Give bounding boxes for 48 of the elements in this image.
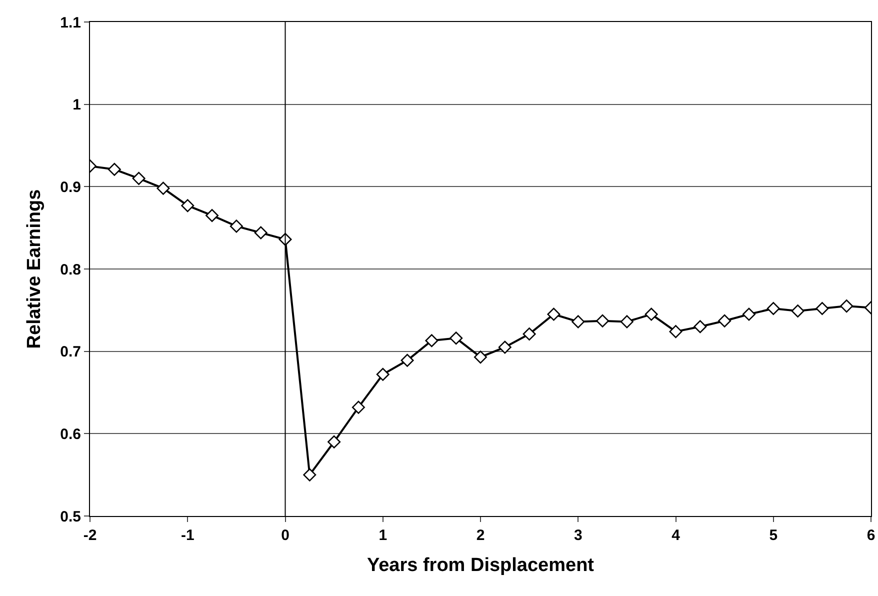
y-tick-label: 0.7 bbox=[60, 344, 81, 361]
point bbox=[181, 199, 194, 212]
y-tick-label: 0.6 bbox=[60, 426, 81, 443]
point bbox=[303, 468, 316, 482]
x-tick-label: -2 bbox=[83, 527, 97, 544]
point bbox=[254, 226, 268, 240]
point bbox=[596, 314, 610, 328]
x-tick-label: 6 bbox=[866, 527, 876, 544]
x-tick-label: 5 bbox=[769, 527, 778, 544]
y-tick-label: 1.1 bbox=[60, 14, 81, 32]
point bbox=[572, 315, 585, 328]
x-tick-label: 2 bbox=[476, 527, 485, 544]
point bbox=[498, 340, 512, 354]
y-tick-label: 0.9 bbox=[60, 178, 81, 196]
point bbox=[766, 302, 780, 316]
point bbox=[840, 300, 854, 313]
point bbox=[376, 368, 390, 381]
x-axis-title: Years from Displacement bbox=[366, 554, 595, 576]
point bbox=[669, 325, 682, 338]
point bbox=[206, 208, 219, 222]
x-tick-label: 0 bbox=[281, 527, 290, 544]
point bbox=[108, 162, 121, 176]
point bbox=[522, 328, 536, 341]
point bbox=[644, 308, 658, 321]
y-axis-title: Relative Earnings bbox=[24, 189, 45, 349]
point bbox=[425, 334, 438, 348]
x-tick-label: 1 bbox=[378, 527, 388, 544]
y-tick-label: 0.8 bbox=[60, 261, 81, 278]
point bbox=[132, 172, 146, 185]
point bbox=[230, 220, 243, 233]
point bbox=[742, 308, 756, 321]
x-tick-label: 3 bbox=[574, 527, 582, 544]
point bbox=[328, 435, 341, 448]
point bbox=[547, 308, 560, 321]
point bbox=[694, 320, 707, 334]
point bbox=[718, 314, 732, 328]
y-tick-label: 0.5 bbox=[60, 508, 81, 526]
x-tick-label: 4 bbox=[672, 527, 681, 544]
point bbox=[791, 304, 804, 318]
point bbox=[156, 182, 170, 195]
point bbox=[400, 354, 414, 367]
point bbox=[474, 350, 487, 364]
point bbox=[352, 400, 365, 414]
x-tick-label: -1 bbox=[180, 527, 194, 544]
y-tick-label: 1 bbox=[72, 96, 81, 114]
point bbox=[816, 302, 829, 316]
point bbox=[450, 332, 463, 345]
point bbox=[620, 315, 634, 328]
